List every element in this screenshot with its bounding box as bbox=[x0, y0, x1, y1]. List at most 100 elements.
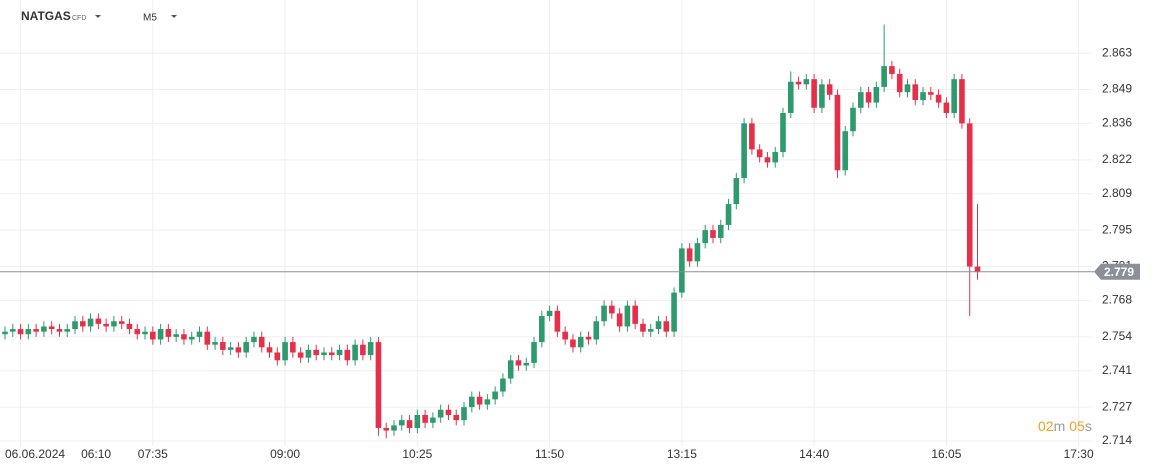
candle-body bbox=[157, 329, 164, 340]
y-tick-label: 2.849 bbox=[1102, 82, 1132, 96]
candle-body bbox=[896, 73, 903, 93]
timeframe[interactable]: M5 bbox=[143, 13, 157, 24]
candle-body bbox=[2, 331, 8, 335]
candle-body bbox=[515, 360, 522, 366]
candle-body bbox=[469, 396, 475, 408]
candle-body bbox=[842, 131, 849, 171]
x-tick-label: 14:40 bbox=[799, 447, 829, 461]
y-tick-label: 2.768 bbox=[1102, 293, 1132, 307]
candle-body bbox=[476, 396, 483, 405]
y-tick-label: 2.836 bbox=[1102, 116, 1132, 130]
candle-body bbox=[826, 84, 833, 95]
candle-body bbox=[733, 178, 740, 205]
candle-body bbox=[881, 66, 887, 87]
y-tick-label: 2.727 bbox=[1102, 399, 1132, 413]
candle-body bbox=[80, 321, 86, 327]
candle-body bbox=[227, 347, 234, 350]
candle-body bbox=[188, 336, 195, 340]
candle-body bbox=[951, 79, 957, 113]
candle-body bbox=[212, 342, 218, 345]
countdown-unit: s bbox=[1085, 418, 1092, 434]
candle-body bbox=[928, 92, 934, 95]
candle-body bbox=[624, 305, 631, 327]
candle-body bbox=[305, 349, 312, 358]
candle-body bbox=[72, 321, 78, 330]
candle-body bbox=[725, 204, 732, 225]
candle-body bbox=[780, 112, 786, 153]
axes: 2.7142.7272.7412.7542.7682.7812.7952.809… bbox=[0, 45, 1140, 461]
candle-body bbox=[111, 321, 117, 327]
symbol[interactable]: NATGAS bbox=[21, 9, 71, 23]
candle-body bbox=[196, 331, 203, 337]
candle-body bbox=[787, 81, 794, 113]
candle-body bbox=[616, 313, 623, 327]
candle-body bbox=[764, 157, 771, 163]
last-price-box bbox=[1094, 263, 1140, 280]
candle-body bbox=[671, 292, 677, 332]
candle-body bbox=[749, 123, 755, 150]
candle-body bbox=[406, 420, 413, 428]
candle-body bbox=[593, 321, 600, 340]
candle-body bbox=[920, 92, 926, 100]
dropdown-arrow[interactable] bbox=[171, 15, 177, 18]
candle-body bbox=[344, 349, 351, 361]
candle-body bbox=[741, 123, 747, 179]
candle-body bbox=[500, 378, 506, 392]
candle-body bbox=[95, 318, 102, 324]
candle-body bbox=[655, 321, 662, 330]
candle-body bbox=[391, 425, 397, 431]
candle-body bbox=[445, 409, 452, 415]
candle-body bbox=[321, 352, 327, 356]
candle-body bbox=[935, 94, 942, 103]
candle-body bbox=[17, 329, 24, 335]
candle-body bbox=[834, 94, 841, 171]
candle-body bbox=[9, 329, 16, 332]
candle-body bbox=[717, 224, 724, 238]
candle-body bbox=[484, 399, 491, 405]
y-tick-label: 2.822 bbox=[1102, 152, 1132, 166]
candle-body bbox=[539, 316, 545, 343]
candle-body bbox=[266, 347, 273, 353]
candle-body bbox=[562, 331, 568, 340]
candle-body bbox=[150, 331, 156, 340]
candle-body bbox=[142, 331, 148, 335]
candle-body bbox=[274, 352, 281, 361]
candle-body bbox=[889, 66, 895, 74]
candle-body bbox=[850, 107, 856, 132]
y-tick-label: 2.809 bbox=[1102, 186, 1132, 200]
x-tick-label: 09:00 bbox=[270, 447, 300, 461]
candle-body bbox=[679, 248, 685, 293]
x-tick-label: 06:10 bbox=[81, 447, 111, 461]
candle-body bbox=[640, 323, 646, 332]
y-tick-label: 2.795 bbox=[1102, 222, 1132, 236]
candle-body bbox=[585, 336, 592, 340]
candle-body bbox=[492, 391, 498, 400]
candle-body bbox=[632, 305, 638, 324]
x-tick-label: 11:50 bbox=[535, 447, 564, 461]
candle-body bbox=[858, 92, 864, 108]
candle-body bbox=[453, 414, 460, 421]
candle-body bbox=[375, 342, 382, 428]
candle-body bbox=[507, 360, 514, 379]
candle-body bbox=[290, 342, 296, 353]
candle-body bbox=[328, 352, 335, 356]
candle-body bbox=[663, 321, 670, 332]
candles bbox=[2, 24, 981, 439]
candle-body bbox=[531, 342, 537, 363]
candle-body bbox=[118, 321, 125, 324]
candle-body bbox=[367, 342, 374, 356]
candle-body bbox=[873, 86, 880, 103]
candle-body bbox=[570, 339, 576, 348]
candle-body bbox=[103, 323, 109, 327]
countdown: 02m 05s bbox=[1038, 418, 1092, 434]
countdown-seconds: 05 bbox=[1069, 418, 1085, 434]
candle-body bbox=[422, 414, 428, 423]
y-tick-label: 2.741 bbox=[1102, 363, 1132, 377]
candle-body bbox=[134, 329, 141, 335]
y-tick-label: 2.754 bbox=[1102, 329, 1132, 343]
candle-body bbox=[64, 329, 71, 332]
dropdown-arrow[interactable] bbox=[95, 15, 101, 18]
x-tick-label: 07:35 bbox=[138, 447, 168, 461]
candle-body bbox=[235, 347, 242, 353]
candle-body bbox=[33, 329, 39, 332]
